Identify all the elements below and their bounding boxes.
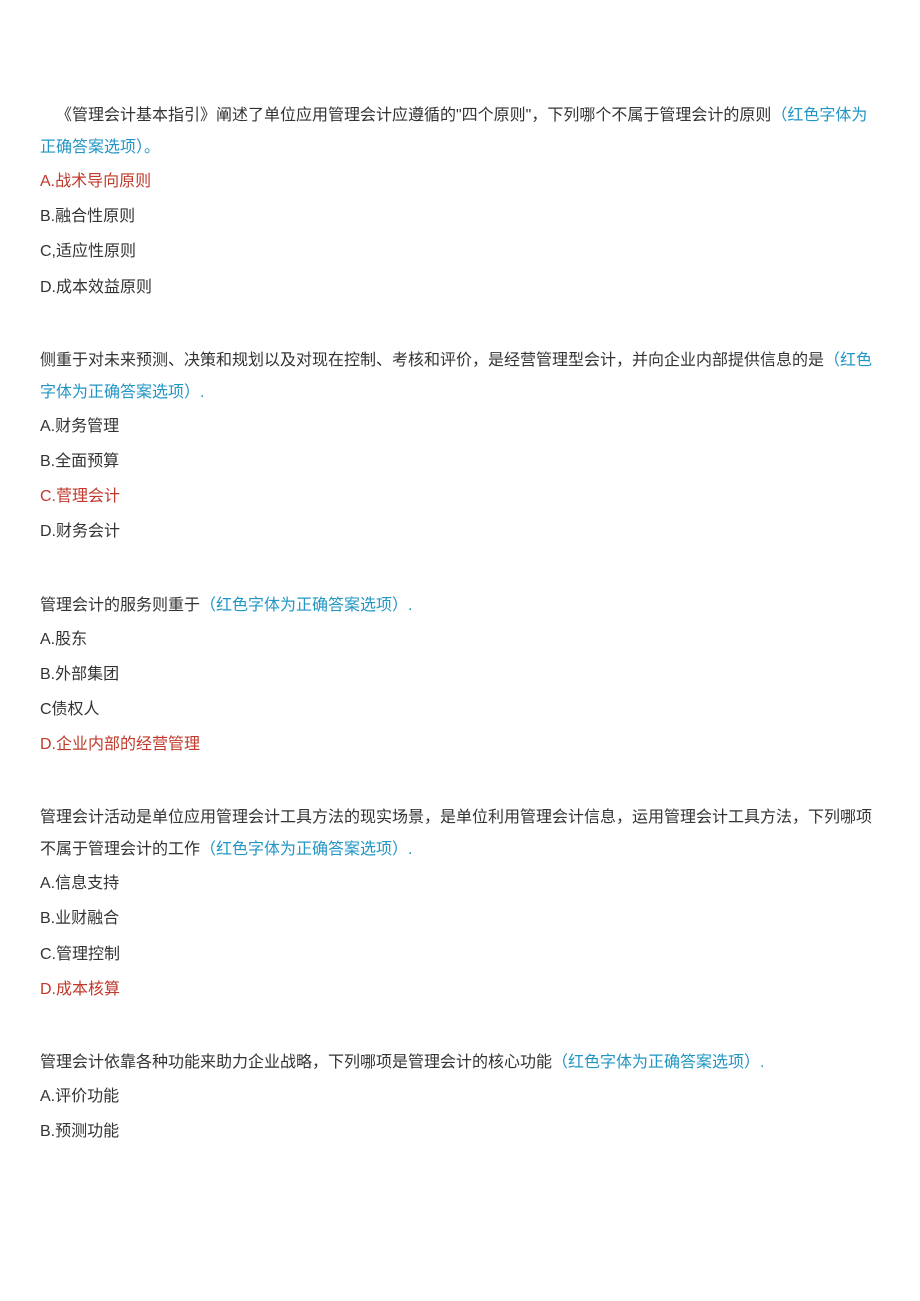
period: .	[408, 597, 412, 614]
option-a: A.信息支持	[40, 866, 880, 901]
answer-hint: （红色字体为正确答案选项）	[200, 597, 408, 614]
question-text: 管理会计依靠各种功能来助力企业战略，下列哪项是管理会计的核心功能（红色字体为正确…	[40, 1047, 880, 1079]
question-text: 侧重于对未来预测、决策和规划以及对现在控制、考核和评价，是经营管理型会计，并向企…	[40, 345, 880, 409]
period: .	[408, 841, 412, 858]
answer-hint: （红色字体为正确答案选项）	[200, 841, 408, 858]
option-a: A.股东	[40, 622, 880, 657]
document-body: 《管理会计基本指引》阐述了单位应用管理会计应遵循的"四个原则"，下列哪个不属于管…	[40, 100, 880, 1149]
question-text: 管理会计的服务则重于（红色字体为正确答案选项）.	[40, 590, 880, 622]
question-stem: 《管理会计基本指引》阐述了单位应用管理会计应遵循的"四个原则"，下列哪个不属于管…	[56, 107, 771, 124]
period: .	[760, 1054, 764, 1071]
option-d: D.成本核算	[40, 972, 880, 1007]
option-c: C债权人	[40, 692, 880, 727]
question-text: 《管理会计基本指引》阐述了单位应用管理会计应遵循的"四个原则"，下列哪个不属于管…	[40, 100, 880, 164]
question-2: 侧重于对未来预测、决策和规划以及对现在控制、考核和评价，是经营管理型会计，并向企…	[40, 345, 880, 550]
option-a: A.战术导向原则	[40, 164, 880, 199]
question-text: 管理会计活动是单位应用管理会计工具方法的现实场景，是单位利用管理会计信息，运用管…	[40, 802, 880, 866]
option-d: D.成本效益原则	[40, 270, 880, 305]
question-3: 管理会计的服务则重于（红色字体为正确答案选项）. A.股东 B.外部集团 C债权…	[40, 590, 880, 763]
option-a: A.评价功能	[40, 1079, 880, 1114]
option-c: C.菅理会计	[40, 479, 880, 514]
option-b: B.业财融合	[40, 901, 880, 936]
option-a: A.财务管理	[40, 409, 880, 444]
option-d: D.财务会计	[40, 514, 880, 549]
question-1: 《管理会计基本指引》阐述了单位应用管理会计应遵循的"四个原则"，下列哪个不属于管…	[40, 100, 880, 305]
option-b: B.全面预算	[40, 444, 880, 479]
option-b: B.外部集团	[40, 657, 880, 692]
question-stem: 侧重于对未来预测、决策和规划以及对现在控制、考核和评价，是经营管理型会计，并向企…	[40, 352, 824, 369]
option-b: B.预测功能	[40, 1114, 880, 1149]
period: .	[200, 384, 204, 401]
question-stem: 管理会计依靠各种功能来助力企业战略，下列哪项是管理会计的核心功能	[40, 1054, 552, 1071]
option-c: C.管理控制	[40, 937, 880, 972]
option-d: D.企业内部的经营管理	[40, 727, 880, 762]
question-4: 管理会计活动是单位应用管理会计工具方法的现实场景，是单位利用管理会计信息，运用管…	[40, 802, 880, 1007]
question-stem: 管理会计的服务则重于	[40, 597, 200, 614]
option-c: C,适应性原则	[40, 234, 880, 269]
period: 。	[144, 139, 160, 156]
answer-hint: （红色字体为正确答案选项）	[552, 1054, 760, 1071]
option-b: B.融合性原则	[40, 199, 880, 234]
question-stem: 管理会计活动是单位应用管理会计工具方法的现实场景，是单位利用管理会计信息，运用管…	[40, 809, 872, 858]
question-5: 管理会计依靠各种功能来助力企业战略，下列哪项是管理会计的核心功能（红色字体为正确…	[40, 1047, 880, 1149]
